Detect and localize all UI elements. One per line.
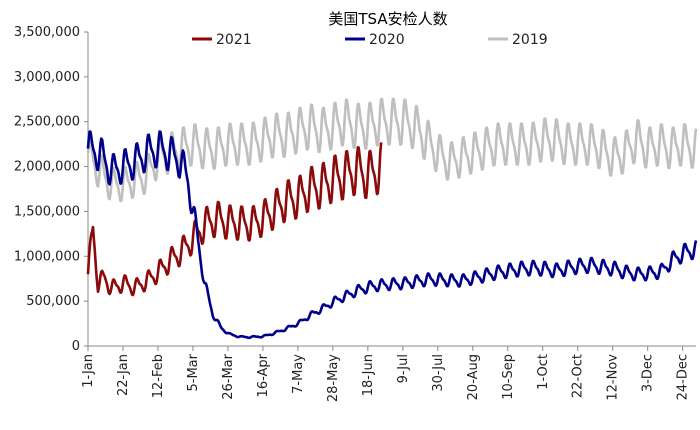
x-tick-label: 12-Nov (606, 354, 621, 401)
x-tick-label: 16-Apr (256, 353, 271, 397)
x-tick-label: 20-Aug (466, 354, 481, 400)
y-tick-label: 1,000,000 (14, 249, 80, 264)
x-tick-label: 30-Jul (431, 354, 446, 392)
y-tick-label: 500,000 (26, 294, 80, 309)
plot-area (86, 97, 698, 340)
legend-label-2020: 2020 (369, 32, 405, 48)
x-tick-label: 12-Feb (151, 354, 166, 398)
x-tick-label: 10-Sep (501, 354, 516, 400)
series-line-2020 (86, 130, 698, 340)
y-tick-label: 1,500,000 (14, 204, 80, 219)
y-axis: 0 500,000 1,000,000 1,500,000 2,000,000 2,500… (14, 25, 89, 354)
legend-label-2021: 2021 (216, 32, 252, 48)
y-tick-label: 2,000,000 (14, 160, 80, 175)
y-tick-label: 0 (72, 339, 80, 354)
x-axis: 1-Jan 22-Jan 12-Feb 5-Mar 26-Mar 16-Apr 7-May 2… (81, 345, 696, 402)
x-tick-label: 18-Jun (361, 354, 376, 396)
x-tick-label: 7-May (291, 354, 306, 394)
x-tick-label: 26-Mar (221, 353, 236, 399)
legend-label-2019: 2019 (512, 32, 548, 48)
series-line-2021 (86, 142, 383, 297)
chart-title: 美国TSA安检人数 (328, 10, 447, 28)
y-tick-label: 3,000,000 (14, 70, 80, 85)
x-tick-label: 22-Oct (571, 354, 586, 398)
x-tick-label: 5-Mar (186, 353, 201, 391)
legend: 2021 2020 2019 (192, 32, 548, 48)
x-tick-label: 9-Jul (396, 354, 411, 383)
x-tick-label: 28-May (326, 354, 341, 402)
x-tick-label: 3-Dec (641, 354, 656, 392)
x-tick-label: 22-Jan (116, 354, 131, 396)
x-tick-label: 24-Dec (676, 354, 691, 400)
series-line-2019 (86, 97, 698, 203)
y-tick-label: 3,500,000 (14, 25, 80, 40)
x-tick-label: 1-Oct (536, 354, 551, 390)
y-tick-label: 2,500,000 (14, 115, 80, 130)
x-tick-label: 1-Jan (81, 354, 96, 388)
